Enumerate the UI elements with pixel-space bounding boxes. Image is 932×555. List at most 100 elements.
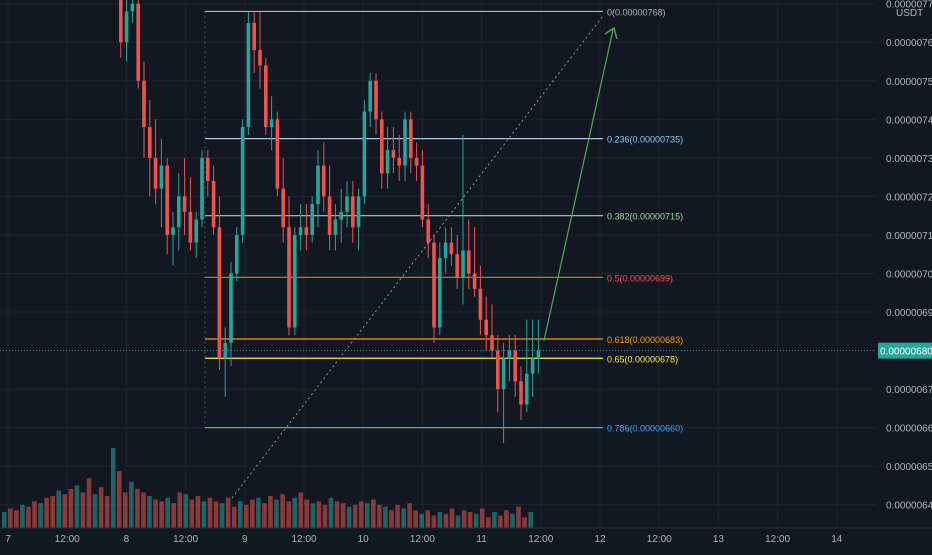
candle-body [246,22,251,128]
volume-bar [177,492,183,528]
volume-bar [401,508,406,528]
time-tick-label: 10 [358,534,370,545]
time-tick-label: 12:00 [55,534,80,545]
volume-bar [231,506,237,528]
volume-bar [183,494,189,528]
volume-bar [486,517,491,528]
candle-body [200,157,204,220]
candle-body [287,227,291,328]
price-tick-label: 0.00000660 [886,424,932,435]
volume-bar [116,471,122,528]
candle-body [136,3,140,81]
time-tick-label: 12:00 [647,534,672,545]
time-tick-label: 12:00 [291,534,316,545]
candle-body [211,180,216,228]
volume-bar [461,510,467,528]
volume-bar [437,512,443,528]
time-tick-label: 12:00 [410,534,435,545]
projection-overlay [0,15,875,499]
current-price-badge [878,342,932,359]
volume-bar [2,512,7,528]
volume-bar [449,508,455,528]
candle-body [530,358,535,374]
volume-bar [395,504,400,528]
volume-bar [365,503,370,528]
candle-body [119,0,123,43]
candle-body [159,165,164,189]
candle-body [275,119,280,189]
candle-body [391,150,396,158]
volume-bar [286,501,291,528]
time-axis: 7 12:00 8 12:00 9 12:00 10 12:00 11 12:00 12 12:00 1… [0,527,932,550]
fib-level-label: 0.382(0.00000715) [607,212,683,222]
volume-bar [268,496,273,528]
volume-bar [340,503,346,528]
candle-body [316,165,320,205]
volume-bar [8,508,13,528]
volume-bar [20,504,25,528]
volume-bar [256,497,261,528]
volume-bar [334,501,340,528]
candle-body [356,196,361,228]
volume-bar [443,513,449,528]
volume-bar [219,503,225,528]
volume-bar [371,499,376,528]
volume-bar [213,501,219,528]
candle-body [507,350,512,359]
candle-body [148,127,152,158]
volume-bars [2,448,533,528]
candle-body [478,288,483,320]
candle-body [182,196,187,212]
current-price-label: 0.00000680 [880,347,932,358]
candle-body [414,157,419,166]
volume-bar [44,497,49,528]
candle-body [304,227,309,235]
candle-body [252,22,256,50]
time-tick-label: 12:00 [173,534,198,545]
candle-body [496,350,500,390]
candle-body [472,273,477,289]
volume-bar [492,512,497,528]
volume-bar [26,506,31,528]
time-axis-bg [0,528,932,550]
time-tick-label: 7 [5,534,11,545]
candle-body [130,3,135,12]
volume-bar [165,497,170,528]
candle-body [368,80,372,112]
time-tick-label: 12:00 [528,534,553,545]
volume-bar [389,510,394,528]
volume-bar [147,496,152,528]
volume-bar [528,512,533,528]
volume-bar [207,497,213,528]
volume-bar [292,497,297,528]
volume-bar [74,485,80,528]
price-axis-bg [875,0,932,550]
candle-body [333,219,338,235]
volume-bar [425,510,431,528]
candle-body [310,204,314,235]
volume-bar [80,492,86,528]
volume-bar [225,497,231,528]
volume-bar [250,499,255,528]
candle-body [188,211,193,243]
candle-body [461,250,465,278]
volume-bar [522,517,527,528]
candle-body [339,211,343,220]
volume-bar [153,499,158,528]
volume-bar [98,487,104,528]
candle-body [206,157,210,181]
time-tick-label: 11 [476,534,487,545]
volume-bar [419,513,425,528]
candle-body [165,165,169,235]
candle-body [501,358,506,390]
candle-body [345,196,349,212]
